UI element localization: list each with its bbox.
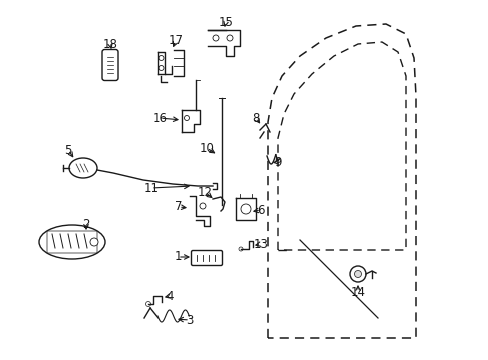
Text: 4: 4 — [166, 289, 173, 302]
Ellipse shape — [39, 225, 105, 259]
Circle shape — [200, 203, 205, 209]
Circle shape — [349, 266, 365, 282]
Text: 9: 9 — [274, 156, 281, 168]
Text: 7: 7 — [175, 201, 183, 213]
Text: 16: 16 — [152, 112, 167, 125]
Text: 3: 3 — [186, 314, 193, 327]
Text: 18: 18 — [102, 37, 117, 50]
Text: 10: 10 — [199, 141, 214, 154]
Text: 5: 5 — [64, 144, 72, 157]
FancyBboxPatch shape — [47, 231, 97, 253]
Text: 17: 17 — [168, 35, 183, 48]
Circle shape — [239, 247, 243, 251]
Circle shape — [90, 238, 98, 246]
Circle shape — [145, 302, 150, 306]
Circle shape — [226, 35, 232, 41]
Text: 2: 2 — [82, 217, 90, 230]
Text: 13: 13 — [253, 238, 268, 251]
Circle shape — [184, 116, 189, 121]
FancyBboxPatch shape — [102, 49, 118, 81]
Circle shape — [213, 35, 219, 41]
Text: 6: 6 — [257, 203, 264, 216]
Circle shape — [241, 204, 250, 214]
Text: 11: 11 — [143, 181, 158, 194]
Ellipse shape — [69, 158, 97, 178]
Text: 15: 15 — [218, 15, 233, 28]
Text: 12: 12 — [197, 185, 212, 198]
Text: 8: 8 — [252, 112, 259, 125]
Circle shape — [159, 55, 163, 60]
Circle shape — [354, 270, 361, 278]
Circle shape — [159, 66, 163, 71]
Text: 14: 14 — [350, 285, 365, 298]
Text: 1: 1 — [174, 251, 182, 264]
FancyBboxPatch shape — [191, 251, 222, 266]
